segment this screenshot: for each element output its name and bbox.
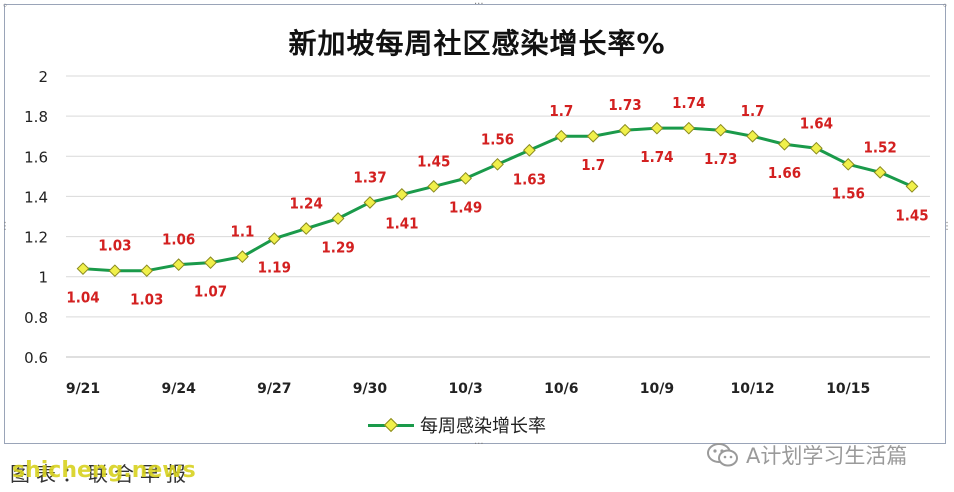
data-label: 1.64 <box>800 114 833 132</box>
x-tick-label: 9/24 <box>161 381 196 397</box>
series-line <box>82 126 913 273</box>
y-tick-label: 1.4 <box>24 188 48 206</box>
resize-handle-left[interactable]: ⋮ <box>0 221 10 232</box>
data-point <box>618 123 632 137</box>
chart-frame <box>4 4 946 444</box>
data-label: 1.66 <box>768 164 801 182</box>
data-point <box>714 123 728 137</box>
x-tick-label: 9/30 <box>353 381 388 397</box>
data-label: 1.04 <box>66 289 99 307</box>
y-tick-label: 1 <box>38 269 48 287</box>
resize-handle-right[interactable]: ⋮ <box>942 221 952 232</box>
x-tick-label: 10/15 <box>826 381 870 397</box>
data-point <box>905 180 919 193</box>
y-tick-label: 0.8 <box>24 309 48 327</box>
data-label: 1.63 <box>513 170 546 188</box>
data-point <box>299 222 313 235</box>
data-point <box>331 212 345 225</box>
data-point <box>650 121 664 135</box>
data-label: 1.49 <box>449 198 482 216</box>
data-point <box>554 129 568 143</box>
data-point <box>267 232 281 245</box>
data-label: 1.7 <box>581 156 605 174</box>
data-point <box>76 262 90 276</box>
x-tick-label: 10/9 <box>640 381 674 397</box>
data-label: 1.07 <box>194 283 227 301</box>
data-label: 1.1 <box>230 223 254 241</box>
data-label: 1.45 <box>895 206 928 224</box>
x-tick-label: 10/3 <box>448 381 482 397</box>
data-label: 1.03 <box>130 291 163 309</box>
data-label: 1.45 <box>417 152 450 170</box>
legend-label: 每周感染增长率 <box>420 416 546 437</box>
resize-handle-top-left[interactable]: ◦ <box>2 1 8 12</box>
data-label: 1.24 <box>290 195 323 213</box>
data-label: 1.56 <box>481 130 514 148</box>
data-point <box>809 141 823 155</box>
data-label: 1.19 <box>258 259 291 277</box>
data-point <box>140 264 154 278</box>
x-tick-label: 9/21 <box>66 381 100 397</box>
data-point <box>108 264 122 278</box>
data-point <box>427 180 441 193</box>
data-point <box>873 165 887 179</box>
data-label: 1.52 <box>863 138 896 156</box>
wechat-watermark: A计划学习生活篇 <box>706 440 907 470</box>
data-label: 1.7 <box>549 102 573 120</box>
watermark-text: A计划学习生活篇 <box>746 444 908 468</box>
data-point <box>778 137 791 151</box>
site-watermark: shicheng.news <box>12 458 196 483</box>
data-point <box>363 196 377 209</box>
x-tick-label: 9/27 <box>257 381 291 397</box>
data-point <box>746 129 759 143</box>
y-tick-label: 0.6 <box>24 349 48 367</box>
resize-handle-bottom[interactable]: ··· <box>474 439 484 450</box>
y-tick-label: 1.8 <box>24 108 48 126</box>
x-tick-label: 10/12 <box>731 381 775 397</box>
data-point <box>586 129 600 143</box>
data-label: 1.73 <box>608 96 641 114</box>
data-label: 1.37 <box>353 168 386 186</box>
data-label: 1.06 <box>162 231 195 249</box>
data-point <box>395 188 409 201</box>
y-tick-label: 2 <box>38 68 48 86</box>
resize-handle-top-right[interactable]: ◦ <box>942 1 948 12</box>
data-label: 1.29 <box>321 239 354 257</box>
legend: 每周感染增长率 <box>368 412 546 438</box>
data-label: 1.41 <box>385 214 418 232</box>
y-tick-label: 1.2 <box>24 229 48 247</box>
chart-title: 新加坡每周社区感染增长率% <box>288 27 666 60</box>
data-label: 1.73 <box>704 150 737 168</box>
data-label: 1.74 <box>672 94 705 112</box>
data-point <box>523 143 536 157</box>
x-tick-label: 10/6 <box>544 381 578 397</box>
y-tick-label: 1.6 <box>24 148 48 166</box>
data-point <box>682 121 696 135</box>
data-label: 1.03 <box>98 237 131 255</box>
data-point <box>841 157 855 171</box>
data-point <box>459 172 472 185</box>
data-point <box>236 250 249 264</box>
data-label: 1.7 <box>741 102 765 120</box>
data-point <box>491 157 504 171</box>
data-point <box>204 256 217 270</box>
data-label: 1.74 <box>640 148 673 166</box>
data-label: 1.56 <box>832 184 865 202</box>
legend-swatch <box>368 417 414 433</box>
wechat-icon <box>706 441 740 469</box>
data-point <box>172 258 186 272</box>
source-caption: 图表：联合早报 <box>10 462 192 486</box>
resize-handle-top[interactable]: ··· <box>474 0 484 10</box>
